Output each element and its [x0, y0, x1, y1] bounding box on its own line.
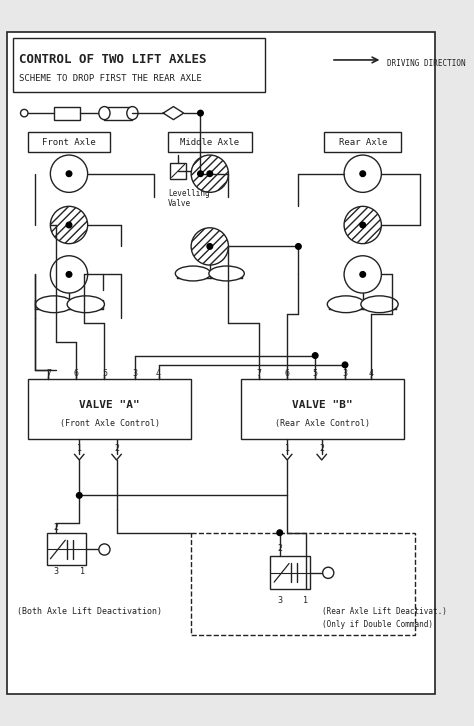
Text: 6: 6 — [74, 369, 79, 378]
Ellipse shape — [175, 266, 211, 281]
Text: 1: 1 — [303, 596, 309, 605]
Circle shape — [50, 206, 88, 244]
Ellipse shape — [209, 266, 244, 281]
Text: 2: 2 — [277, 544, 282, 553]
Text: (Only if Double Command): (Only if Double Command) — [322, 619, 433, 629]
Ellipse shape — [127, 107, 138, 120]
Bar — [28, 379, 191, 439]
Circle shape — [323, 567, 334, 579]
Circle shape — [66, 171, 72, 176]
Bar — [325, 131, 401, 152]
Circle shape — [191, 155, 228, 192]
Circle shape — [50, 256, 88, 293]
Text: (Front Axle Control): (Front Axle Control) — [60, 419, 160, 428]
Circle shape — [99, 544, 110, 555]
Text: VALVE "A": VALVE "A" — [79, 400, 140, 410]
Circle shape — [277, 530, 283, 536]
Text: CONTROL OF TWO LIFT AXLES: CONTROL OF TWO LIFT AXLES — [18, 54, 206, 67]
Circle shape — [76, 493, 82, 498]
Text: 3: 3 — [277, 596, 282, 605]
Text: 6: 6 — [285, 369, 290, 378]
Bar — [170, 163, 186, 179]
Text: (Rear Axle Control): (Rear Axle Control) — [274, 419, 370, 428]
Ellipse shape — [327, 296, 365, 313]
Ellipse shape — [36, 296, 73, 313]
Circle shape — [207, 244, 213, 249]
Ellipse shape — [361, 296, 398, 313]
Text: 2: 2 — [319, 444, 324, 453]
Text: VALVE "B": VALVE "B" — [292, 400, 353, 410]
Circle shape — [296, 244, 301, 249]
Bar — [270, 556, 310, 589]
Text: 4: 4 — [369, 369, 374, 378]
Circle shape — [312, 353, 318, 359]
Bar — [168, 131, 252, 152]
Text: 3: 3 — [343, 369, 347, 378]
Text: Front Axle: Front Axle — [42, 137, 96, 147]
Bar — [54, 107, 80, 120]
Circle shape — [207, 171, 213, 176]
Circle shape — [198, 110, 203, 116]
Text: 1: 1 — [285, 444, 290, 453]
Text: 7: 7 — [257, 369, 262, 378]
Text: Levelling
Valve: Levelling Valve — [168, 189, 210, 208]
Text: (Rear Axle Lift Deactivat.): (Rear Axle Lift Deactivat.) — [322, 608, 447, 616]
Ellipse shape — [99, 107, 110, 120]
Text: 7: 7 — [46, 369, 51, 378]
Bar — [104, 107, 132, 120]
Text: Middle Axle: Middle Axle — [180, 137, 239, 147]
Circle shape — [20, 110, 28, 117]
Text: 4: 4 — [156, 369, 161, 378]
Circle shape — [344, 155, 382, 192]
Text: 3: 3 — [54, 568, 58, 576]
Text: 1: 1 — [80, 568, 84, 576]
Circle shape — [342, 362, 348, 367]
Text: Rear Axle: Rear Axle — [338, 137, 387, 147]
Circle shape — [66, 222, 72, 228]
Bar — [28, 131, 110, 152]
Circle shape — [360, 222, 365, 228]
Text: 3: 3 — [133, 369, 138, 378]
Circle shape — [344, 256, 382, 293]
Circle shape — [50, 155, 88, 192]
Text: DRIVING DIRECTION: DRIVING DIRECTION — [387, 60, 465, 68]
Text: 5: 5 — [102, 369, 107, 378]
Circle shape — [66, 272, 72, 277]
Bar — [46, 533, 86, 566]
Text: 5: 5 — [313, 369, 318, 378]
Circle shape — [360, 272, 365, 277]
Text: 2: 2 — [114, 444, 119, 453]
Text: 1: 1 — [77, 444, 82, 453]
Circle shape — [344, 206, 382, 244]
Circle shape — [360, 171, 365, 176]
Text: SCHEME TO DROP FIRST THE REAR AXLE: SCHEME TO DROP FIRST THE REAR AXLE — [18, 74, 201, 83]
Text: (Both Axle Lift Deactivation): (Both Axle Lift Deactivation) — [17, 608, 162, 616]
Bar — [13, 38, 265, 91]
Bar — [241, 379, 404, 439]
Circle shape — [191, 228, 228, 265]
Text: 2: 2 — [54, 523, 58, 531]
Circle shape — [198, 171, 203, 176]
Bar — [191, 533, 415, 635]
Ellipse shape — [67, 296, 104, 313]
